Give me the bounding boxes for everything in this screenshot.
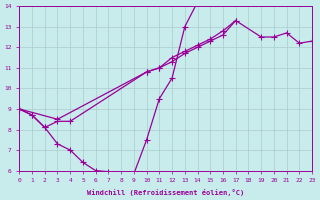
X-axis label: Windchill (Refroidissement éolien,°C): Windchill (Refroidissement éolien,°C) (87, 189, 244, 196)
